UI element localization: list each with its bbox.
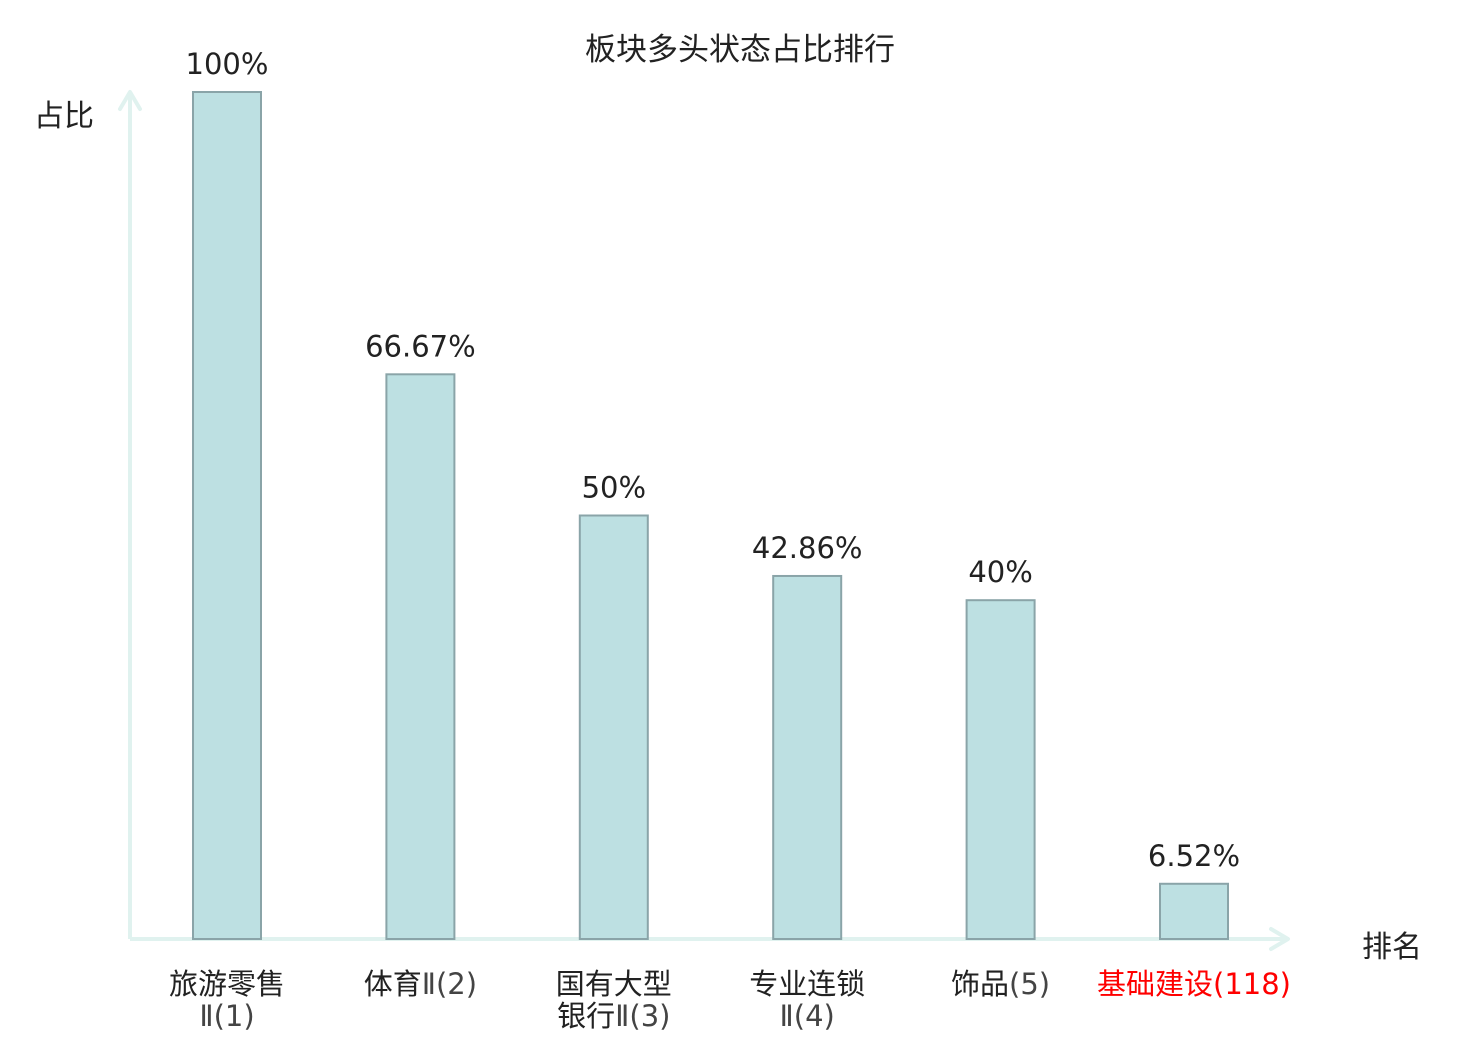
category-label: 体育Ⅱ(2) xyxy=(364,967,477,1001)
category-label: Ⅱ(4) xyxy=(780,999,835,1033)
bar xyxy=(772,574,843,941)
category-label: 旅游零售 xyxy=(169,967,285,1001)
y-axis-arrow-icon xyxy=(118,90,142,111)
category-label: Ⅱ(1) xyxy=(199,999,254,1033)
category-label-main: 旅游零售 xyxy=(169,967,285,1001)
category-label: 基础建设(118) xyxy=(1097,967,1291,1001)
bar xyxy=(965,599,1036,940)
value-label: 6.52% xyxy=(1148,839,1240,873)
value-label: 40% xyxy=(968,555,1032,589)
category-label-rank: Ⅱ(2) xyxy=(422,967,477,1001)
category-label: 饰品(5) xyxy=(951,967,1050,1001)
category-label-rank: (5) xyxy=(1009,967,1050,1001)
x-axis-label: 排名 xyxy=(1362,930,1422,965)
bars-layer xyxy=(192,91,1229,941)
category-label-rank: (118) xyxy=(1213,967,1291,1001)
bar xyxy=(1159,882,1229,940)
category-label-main: 国有大型 xyxy=(556,967,672,1001)
value-label: 42.86% xyxy=(752,531,863,565)
category-label-main: 基础建设 xyxy=(1097,967,1213,1001)
category-label-rank: Ⅱ(4) xyxy=(780,999,835,1033)
value-label: 66.67% xyxy=(365,329,476,363)
value-label: 100% xyxy=(186,47,269,81)
y-axis-label: 占比 xyxy=(34,99,94,134)
bar xyxy=(578,514,649,940)
x-axis-arrow-icon xyxy=(1269,927,1290,951)
category-label-main: 银行 xyxy=(557,999,615,1033)
chart-title: 板块多头状态占比排行 xyxy=(585,32,895,68)
axes-layer xyxy=(118,90,1290,951)
bar xyxy=(385,373,456,940)
category-label: 国有大型 xyxy=(556,967,672,1001)
category-label: 专业连锁 xyxy=(749,967,865,1001)
bar xyxy=(192,91,262,940)
category-label-main: 专业连锁 xyxy=(749,967,865,1001)
category-label: 银行Ⅱ(3) xyxy=(557,999,670,1033)
value-labels-layer: 100% 66.67% 50% 42.86% 40% 6.52% xyxy=(186,47,1241,873)
category-label-rank: Ⅱ(3) xyxy=(615,999,670,1033)
category-label-main: 饰品 xyxy=(951,967,1009,1001)
category-label-rank: Ⅱ(1) xyxy=(199,999,254,1033)
category-label-main: 体育 xyxy=(364,967,422,1001)
value-label: 50% xyxy=(582,471,646,505)
